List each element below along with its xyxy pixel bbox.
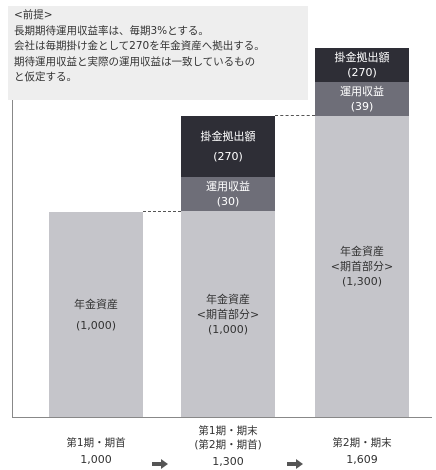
segment-label: 運用収益 [340,85,384,98]
segment-sublabel: <期首部分> [330,260,394,273]
bar2-pension-asset: 年金資産 <期首部分> (1,000) [181,211,275,417]
segment-value: (270) [213,150,243,163]
period-value: 1,000 [80,453,112,466]
period-name: 第2期・期末 [332,437,392,449]
premise-line: 長期期待運用収益率は、毎期3%とする。 [14,24,209,37]
segment-label: 掛金拠出額 [200,130,256,143]
bar1-pension-asset: 年金資産 (1,000) [49,212,143,417]
segment-value: (1,300) [341,275,383,288]
segment-value: (1,000) [75,318,117,332]
segment-sublabel: <期首部分> [196,307,260,321]
period-name: 第1期・期首 [66,437,126,449]
connector-dash [143,211,181,212]
premise-line: と仮定する。 [14,71,77,83]
right-arrow-icon [152,459,168,469]
premise-line: 会社は毎期掛け金として270を年金資産へ拠出する。 [14,40,265,52]
y-axis [12,100,13,418]
period-value: 1,609 [346,453,378,466]
segment-label: 掛金拠出額 [334,51,390,64]
bar3-contribution: 掛金拠出額 (270) [315,48,409,82]
segment-label: 年金資産 [74,297,118,311]
connector-dash [275,115,315,116]
premise-header: <前提> [14,9,53,21]
premise-line: 期待運用収益と実際の運用収益は一致しているもの [14,55,256,68]
x-axis [12,417,432,418]
bar3-investment-return: 運用収益 (39) [315,82,409,116]
bar3-pension-asset: 年金資産 <期首部分> (1,300) [315,116,409,417]
period-value: 1,300 [212,455,244,468]
period-label: 第2期・期末 1,609 [309,436,415,467]
right-arrow-icon [287,459,303,469]
bar2-investment-return: 運用収益 (30) [181,177,275,211]
segment-value: (1,000) [207,322,249,336]
segment-value: (30) [216,195,240,208]
premise-box: <前提> 長期期待運用収益率は、毎期3%とする。 会社は毎期掛け金として270を… [8,6,308,100]
period-label: 第1期・期末 (第2期・期首) 1,300 [175,424,281,469]
segment-value: (270) [347,66,377,79]
segment-label: 運用収益 [206,180,250,193]
bar2-contribution: 掛金拠出額 (270) [181,116,275,177]
segment-value: (39) [350,100,374,113]
period-subname: (第2期・期首) [194,439,262,451]
segment-label: 年金資産 [340,245,384,258]
period-name: 第1期・期末 [198,425,258,437]
segment-label: 年金資産 [206,292,250,306]
period-label: 第1期・期首 1,000 [43,436,149,467]
